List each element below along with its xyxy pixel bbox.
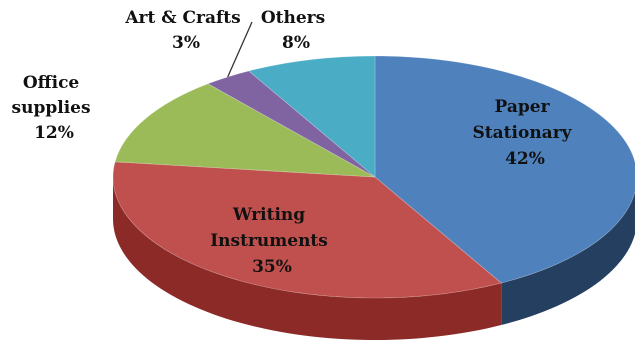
slice-label-line: Instruments [210, 231, 328, 251]
slice-label-writing-instruments: Writing Instruments 35% [210, 205, 334, 277]
slice-percent: 42% [505, 149, 545, 169]
pie-sides [113, 177, 635, 340]
slice-label-line: Paper [495, 97, 551, 117]
slice-percent: 35% [252, 257, 292, 277]
art-crafts-leader-line [227, 21, 253, 78]
slice-label-line: supplies [12, 98, 91, 118]
slice-label-line: Others [261, 8, 325, 28]
slice-others [247, 55, 376, 178]
slice-side-writing-instruments [113, 177, 502, 340]
slice-paper-stationary [374, 55, 635, 284]
slice-label-others: Others 8% [261, 8, 331, 53]
slice-percent: 8% [282, 33, 310, 53]
pie-tops [112, 55, 635, 299]
slice-label-art-crafts: Art & Crafts 3% [124, 8, 246, 53]
slice-label-line: Office [23, 73, 80, 93]
slice-label-line: Stationary [473, 123, 573, 143]
slice-percent: 3% [172, 33, 200, 53]
slice-label-line: Art & Crafts [124, 8, 240, 28]
slice-office-supplies [114, 83, 376, 178]
slice-percent: 12% [34, 123, 74, 143]
slice-side-paper-stationary [501, 191, 635, 326]
slice-label-office-supplies: Office supplies 12% [12, 73, 97, 143]
slice-label-line: Writing [232, 205, 305, 225]
slice-writing-instruments [112, 161, 503, 299]
slice-label-paper-stationary: Paper Stationary 42% [473, 97, 578, 169]
